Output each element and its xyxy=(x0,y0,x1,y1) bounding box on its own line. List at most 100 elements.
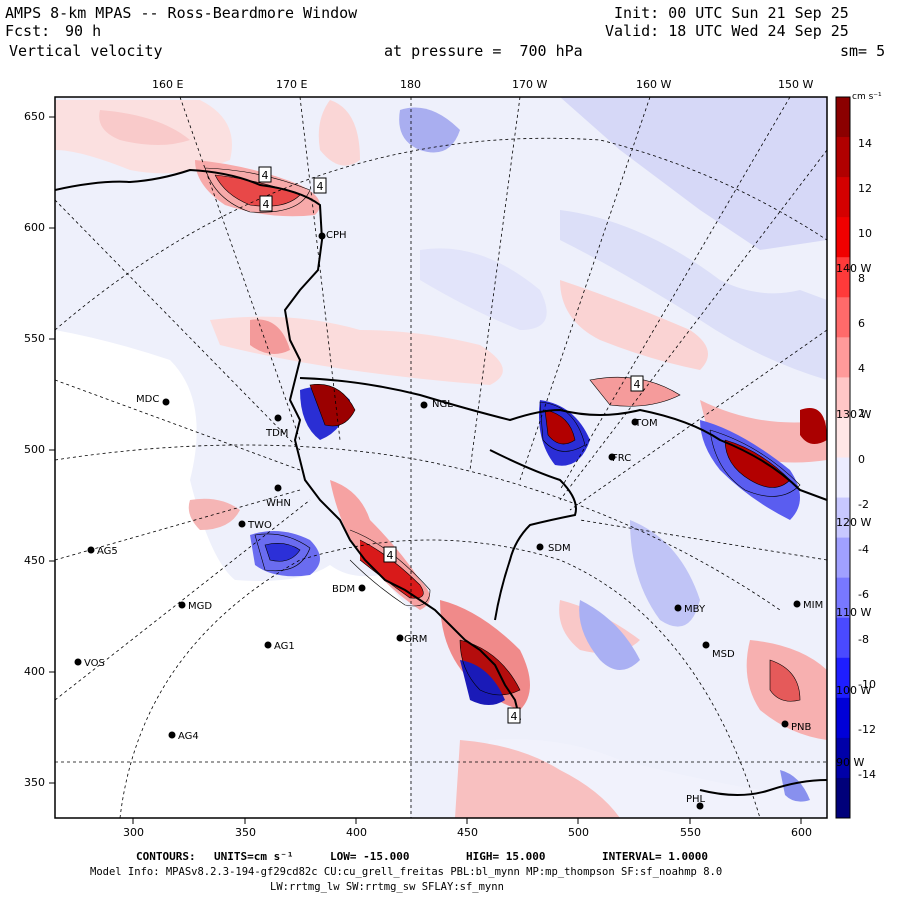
y-tick-500: 500 xyxy=(24,443,45,456)
x-tick-350: 350 xyxy=(235,826,256,839)
x-tick-500: 500 xyxy=(568,826,589,839)
station-dot xyxy=(696,802,704,810)
valid-time: Valid: 18 UTC Wed 24 Sep 25 xyxy=(605,22,849,40)
y-tick-650: 650 xyxy=(24,110,45,123)
station-dot xyxy=(536,543,544,551)
plot-frame xyxy=(54,96,828,819)
colorbar-label: -12 xyxy=(858,722,876,736)
station-label: WHN xyxy=(266,498,291,509)
overlay-lon-100w: 100 W xyxy=(836,684,872,697)
station-dot xyxy=(274,414,282,422)
station-label: NGL xyxy=(432,399,453,410)
station-dot xyxy=(781,720,789,728)
station-label: TOM xyxy=(634,418,658,429)
overlay-lon-110w: 110 W xyxy=(836,606,872,619)
station-label: CPH xyxy=(326,230,347,241)
station-dot xyxy=(318,232,326,240)
graticule xyxy=(55,97,827,818)
colorbar-label: 6 xyxy=(858,317,865,331)
colorbar-swatch xyxy=(836,657,850,699)
station-dot xyxy=(358,584,366,592)
colorbar-label: 10 xyxy=(858,227,872,241)
maxima-value: 4 xyxy=(263,198,270,211)
colorbar-label: 14 xyxy=(858,137,872,150)
x-tick-600: 600 xyxy=(791,826,812,839)
colorbar-label: 4 xyxy=(858,362,865,376)
colorbar-swatch xyxy=(836,377,850,418)
colorbar-swatch xyxy=(836,617,850,659)
maxima-value: 4 xyxy=(634,378,641,391)
station-markers: CPH MDC NGL TDM WHN TWO AG5 SDM BDM MGD AG1 GRM VOS A… xyxy=(74,230,823,810)
colorbar-swatch xyxy=(836,337,850,378)
x-tick-300: 300 xyxy=(123,826,144,839)
station-dot xyxy=(396,634,404,642)
coastline xyxy=(55,168,827,796)
station-label: PNB xyxy=(791,722,812,733)
maxima-box xyxy=(383,546,397,563)
station-label: MDC xyxy=(136,394,159,405)
colorbar-swatch xyxy=(836,737,850,779)
vertical-velocity-field xyxy=(55,97,827,818)
colorbar-swatch xyxy=(836,497,850,539)
model-info: Model Info: MPASv8.2.3-194-gf29cd82c CU:… xyxy=(90,866,723,878)
chart-title: AMPS 8-km MPAS -- Ross-Beardmore Window xyxy=(5,4,358,22)
colorbar-label: 2 xyxy=(858,407,865,421)
smoothing-value: sm= 5 xyxy=(840,42,886,60)
station-dot xyxy=(274,484,282,492)
maxima-box xyxy=(258,166,272,183)
y-tick-600: 600 xyxy=(24,221,45,234)
field-name: Vertical velocity xyxy=(9,42,163,60)
colorbar-swatch xyxy=(836,137,850,178)
init-time: Init: 00 UTC Sun 21 Sep 25 xyxy=(614,4,849,22)
contours-low: LOW= -15.000 xyxy=(330,850,410,863)
contours-units: UNITS=cm s⁻¹ xyxy=(214,850,294,863)
colorbar-label: -14 xyxy=(858,768,876,781)
lon-label-170w: 170 W xyxy=(512,78,548,91)
station-label: GRM xyxy=(404,634,427,645)
colorbar-swatch xyxy=(836,297,850,338)
station-dot xyxy=(420,401,428,409)
maxima-box xyxy=(507,707,521,724)
station-label: TWO xyxy=(247,520,272,531)
y-tick-450: 450 xyxy=(24,554,45,567)
contour-lines xyxy=(204,167,801,702)
station-dot xyxy=(608,453,616,461)
station-dot xyxy=(162,398,170,406)
colorbar-swatch xyxy=(836,257,850,298)
colorbar-label: 8 xyxy=(858,272,865,286)
colorbar-units: cm s⁻¹ xyxy=(852,92,882,102)
overlay-lon-140w: 140 W xyxy=(836,262,872,275)
station-label: AG1 xyxy=(274,641,295,652)
colorbar-swatch xyxy=(836,417,850,458)
maxima-box xyxy=(630,375,644,392)
x-tick-550: 550 xyxy=(680,826,701,839)
station-label: FRC xyxy=(612,453,631,464)
overlay-lon-130w: 130 W xyxy=(836,408,872,421)
maxima-value: 4 xyxy=(317,180,324,193)
lon-label-170e: 170 E xyxy=(276,78,308,91)
station-dot xyxy=(238,520,246,528)
station-dot xyxy=(631,418,639,426)
colorbar xyxy=(836,97,850,819)
colorbar-swatch xyxy=(836,777,850,819)
y-tick-350: 350 xyxy=(24,776,45,789)
forecast-hour: 90 h xyxy=(65,22,102,40)
contours-interval: INTERVAL= 1.0000 xyxy=(602,850,708,863)
station-label: SDM xyxy=(548,543,571,554)
colorbar-swatch xyxy=(836,217,850,258)
physics-info: LW:rrtmg_lw SW:rrtmg_sw SFLAY:sf_mynn xyxy=(270,881,504,893)
colorbar-label: -6 xyxy=(858,587,869,601)
contours-label: CONTOURS: xyxy=(136,850,196,863)
lon-label-160e: 160 E xyxy=(152,78,184,91)
station-label: MGD xyxy=(188,601,212,612)
overlay-lon-90w: 90 W xyxy=(836,756,865,769)
station-label: TDM xyxy=(265,428,288,439)
colorbar-label: -4 xyxy=(858,542,869,556)
contours-high: HIGH= 15.000 xyxy=(466,850,546,863)
station-dot xyxy=(793,600,801,608)
colorbar-label: -2 xyxy=(858,497,869,511)
station-label: VOS xyxy=(84,658,105,669)
colorbar-swatch xyxy=(836,177,850,218)
maxima-value: 4 xyxy=(262,169,269,182)
